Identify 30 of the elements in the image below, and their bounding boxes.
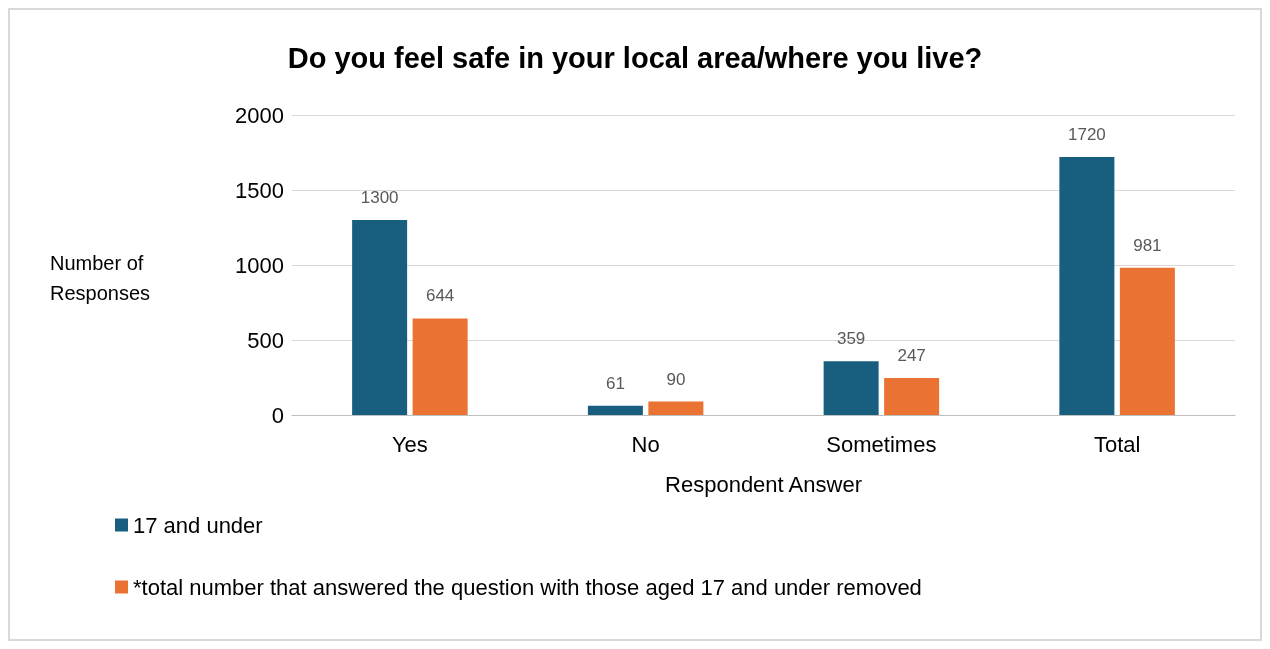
bar [884,377,940,415]
data-label: 359 [836,329,866,349]
x-axis-title: Respondent Answer [665,471,862,497]
data-label: 1300 [360,188,399,207]
data-label: 90 [666,369,686,389]
x-tick-label: No [631,431,660,457]
bar [1119,267,1175,415]
x-tick-label: Yes [391,431,428,457]
chart-title: Do you feel safe in your local area/where you live? [287,41,983,74]
legend-label: 17 and under [133,512,263,538]
legend-label: *total number that answered the question with those aged 17 and under removed [133,574,922,600]
data-label: 981 [1133,235,1162,255]
bar [412,318,468,415]
y-tick-label: 2000 [235,102,284,128]
y-tick-label: 500 [247,327,284,353]
data-label: 61 [605,373,625,393]
bar [1059,157,1115,415]
y-tick-label: 1000 [235,252,284,278]
bar [352,220,408,415]
bar [823,361,879,415]
x-tick-label: Total [1093,431,1141,457]
y-tick-label: 0 [271,402,284,428]
data-label: 1720 [1067,125,1106,144]
bar [587,405,643,415]
y-tick-label: 1500 [235,177,284,203]
x-tick-label: Sometimes [826,431,937,457]
y-axis-title: Number of Responses [50,252,151,304]
data-label: 247 [897,345,926,365]
bar [648,401,704,415]
data-label: 644 [425,286,455,306]
